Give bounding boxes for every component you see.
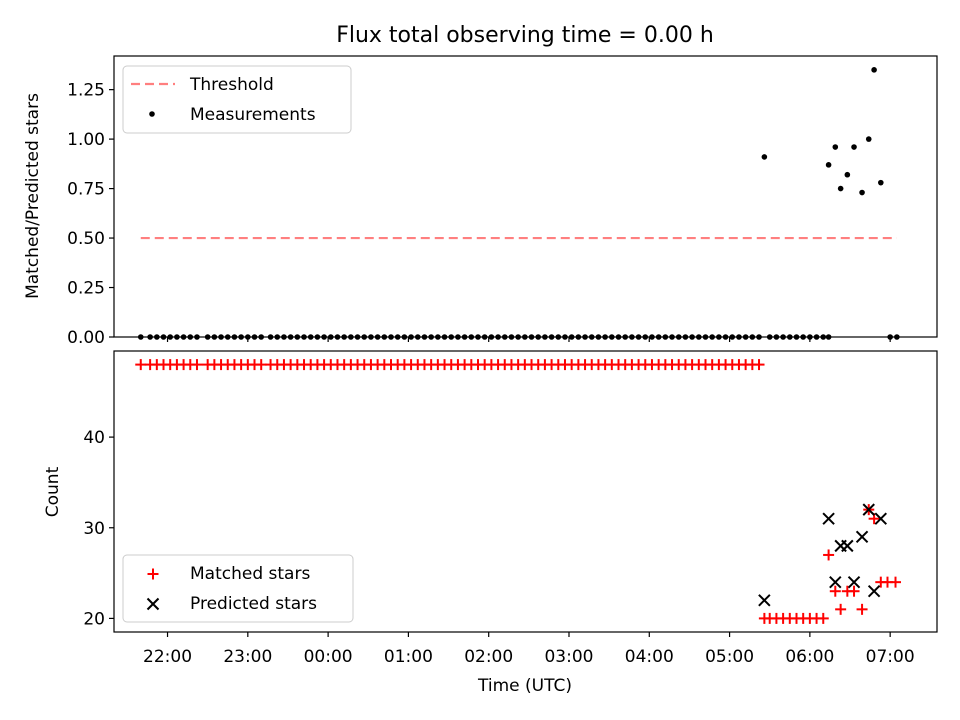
predicted-star-point [847, 575, 861, 589]
x-tick-label: 04:00 [625, 647, 674, 667]
chart-title: Flux total observing time = 0.00 h [336, 23, 714, 48]
measurement-point [851, 144, 857, 150]
bottom-legend: Matched stars Predicted stars [122, 554, 354, 623]
bottom-y-tick-label: 40 [83, 428, 105, 448]
bottom-legend-box [122, 554, 354, 623]
top-axes-frame [113, 55, 938, 338]
top-y-tick-label: 0.50 [67, 229, 105, 249]
matched-star-point [823, 549, 835, 561]
predicted-star-point [862, 503, 875, 516]
x-tick-label: 06:00 [785, 647, 834, 667]
measurement-point [761, 154, 768, 160]
predicted-star-point [867, 585, 881, 598]
x-tick-label: 22:00 [143, 647, 192, 667]
predicted-star-point [841, 539, 854, 553]
bottom-panel: 20 30 40 22:00 23:00 00:00 01:00 02:00 03:00 04:0… [83, 350, 938, 667]
x-tick-label: 03:00 [544, 647, 593, 667]
bottom-y-tick-label: 30 [83, 519, 105, 539]
predicted-star-point [822, 512, 835, 525]
measurement-point [871, 67, 877, 73]
matched-star-point [848, 585, 860, 597]
matched-star-point [191, 359, 203, 371]
x-tick-label: 23:00 [223, 647, 272, 667]
predicted-star-point [829, 575, 842, 589]
matched-star-point [135, 359, 147, 371]
matched-star-point [255, 359, 267, 371]
matched-star-point [829, 585, 841, 597]
measurement-point [837, 185, 844, 192]
predicted-star-point [758, 594, 771, 607]
top-y-tick-label: 0.75 [67, 180, 105, 200]
top-y-tick-label: 0.25 [67, 279, 105, 299]
measurement-point [865, 136, 872, 142]
matched-star-point [753, 359, 765, 371]
x-tick-label: 05:00 [705, 647, 754, 667]
x-axis-label: Time (UTC) [477, 676, 572, 696]
x-tick-label: 07:00 [866, 647, 915, 667]
measurement-point [878, 179, 884, 186]
x-tick-label: 00:00 [304, 647, 353, 667]
bottom-y-axis-label: Count [43, 466, 63, 517]
bottom-y-tick-label: 20 [83, 609, 105, 629]
legend-predicted-swatch [146, 597, 160, 611]
measurement-point [859, 189, 865, 196]
predicted-star-point [874, 512, 888, 525]
top-y-tick-label: 1.00 [67, 130, 105, 150]
top-y-tick-label: 0.00 [67, 328, 105, 348]
measurement-point [832, 144, 839, 150]
x-tick-label: 01:00 [384, 647, 433, 667]
legend-threshold-label: Threshold [189, 75, 274, 95]
x-tick-label: 02:00 [464, 647, 513, 667]
legend-matched-label: Matched stars [190, 564, 310, 584]
top-legend-box [122, 65, 352, 134]
legend-measurements-swatch [149, 111, 155, 117]
bottom-axes-frame [113, 350, 938, 633]
measurement-point [825, 162, 832, 168]
top-legend: Threshold Measurements [122, 65, 352, 134]
measurement-point [844, 171, 851, 178]
legend-matched-swatch [147, 568, 159, 580]
legend-measurements-label: Measurements [190, 105, 316, 125]
top-panel: 0.00 0.25 0.50 0.75 1.00 1.25 Threshold Measure… [67, 55, 938, 348]
top-y-tick-label: 1.25 [67, 81, 105, 101]
matched-star-point [817, 612, 829, 624]
legend-predicted-label: Predicted stars [190, 594, 317, 614]
matched-star-point [856, 603, 868, 615]
matched-star-point [890, 576, 902, 588]
matched-star-point [835, 603, 847, 615]
predicted-star-point [855, 530, 869, 544]
top-y-axis-label: Matched/Predicted stars [23, 93, 43, 299]
